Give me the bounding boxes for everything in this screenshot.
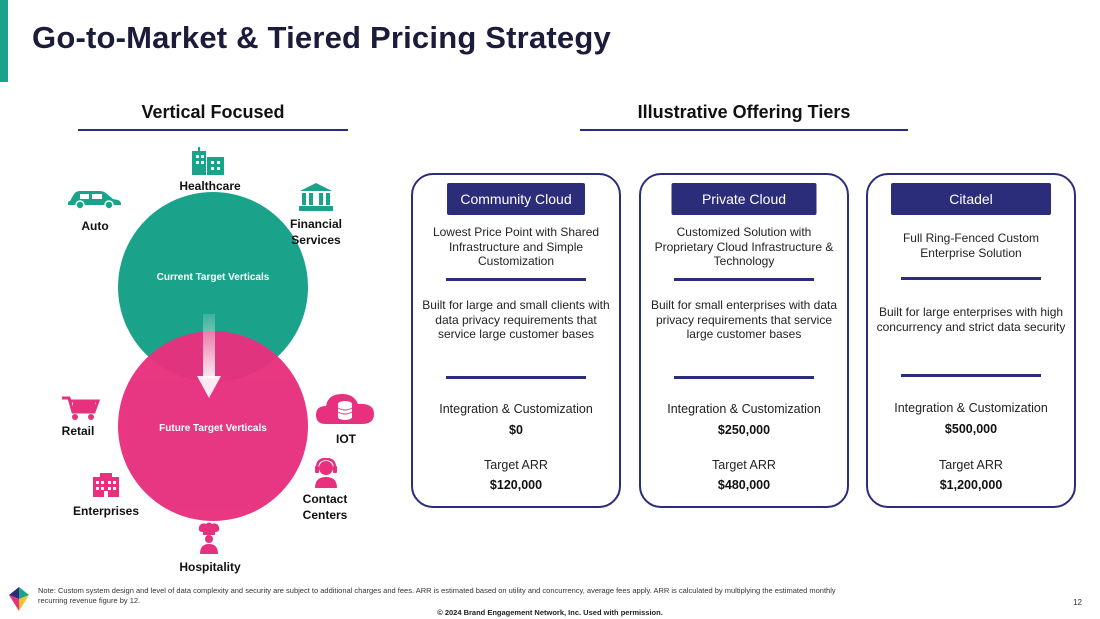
hospital-building-icon [192, 147, 224, 175]
tier-audience: Built for large and small clients with d… [422, 298, 610, 341]
page-number: 12 [1073, 598, 1082, 607]
tier-audience: Built for large enterprises with high co… [876, 305, 1066, 334]
retail-label: Retail [61, 424, 95, 438]
integration-price: $500,000 [944, 422, 998, 436]
tier-description: Customized Solution with Proprietary Clo… [654, 225, 834, 268]
enterprises-label: Enterprises [72, 504, 140, 518]
target-arr-value: $480,000 [717, 478, 771, 492]
integration-price: $250,000 [717, 423, 771, 437]
integration-price: $0 [509, 423, 523, 437]
financial-services-label: Financial Services [289, 217, 342, 247]
tier-card-private-cloud: Private Cloud Customized Solution with P… [639, 173, 849, 508]
headset-agent-icon [315, 458, 337, 488]
copyright: © 2024 Brand Engagement Network, Inc. Us… [437, 608, 663, 617]
chef-icon [198, 522, 220, 554]
tier-divider [446, 278, 586, 281]
page-title: Go-to-Market & Tiered Pricing Strategy [32, 20, 611, 55]
tier-tab-citadel: Citadel [891, 183, 1051, 215]
bank-icon [299, 183, 333, 211]
vertical-focused-rule [78, 129, 348, 131]
footnote: Note: Custom system design and level of … [38, 586, 836, 605]
current-verticals-label: Current Target Verticals [156, 271, 270, 283]
car-icon [68, 191, 121, 209]
tier-divider [674, 278, 814, 281]
tier-audience: Built for small enterprises with data pr… [650, 298, 838, 341]
auto-label: Auto [81, 219, 109, 233]
integration-label: Integration & Customization [667, 402, 821, 416]
shopping-cart-icon [62, 396, 100, 420]
tier-divider [901, 374, 1041, 377]
iot-label: IOT [336, 432, 356, 446]
hospitality-label: Hospitality [179, 560, 241, 574]
tier-card-citadel: Citadel Full Ring-Fenced Custom Enterpri… [866, 173, 1076, 508]
transition-arrow-icon [197, 314, 221, 398]
integration-label: Integration & Customization [894, 401, 1048, 415]
tier-divider [446, 376, 586, 379]
title-accent-bar [0, 0, 8, 82]
target-arr-label: Target ARR [939, 458, 1003, 472]
tier-tab-community-cloud: Community Cloud [447, 183, 585, 215]
offering-tiers-rule [580, 129, 908, 131]
target-arr-value: $1,200,000 [939, 478, 1003, 492]
cloud-database-icon [316, 394, 374, 424]
future-verticals-label: Future Target Verticals [159, 423, 267, 434]
tier-description: Lowest Price Point with Shared Infrastru… [432, 225, 600, 268]
target-arr-label: Target ARR [712, 458, 776, 472]
tier-tab-private-cloud: Private Cloud [671, 183, 817, 215]
target-arr-value: $120,000 [489, 478, 543, 492]
healthcare-label: Healthcare [179, 179, 241, 193]
tier-description: Full Ring-Fenced Custom Enterprise Solut… [902, 231, 1040, 260]
tier-divider [901, 277, 1041, 280]
tier-divider [674, 376, 814, 379]
integration-label: Integration & Customization [439, 402, 593, 416]
company-logo-icon [9, 587, 29, 611]
office-building-icon [93, 473, 119, 497]
vertical-focused-heading: Vertical Focused [141, 102, 285, 122]
tier-card-community-cloud: Community Cloud Lowest Price Point with … [411, 173, 621, 508]
offering-tiers-heading: Illustrative Offering Tiers [637, 102, 851, 122]
contact-centers-label: Contact Centers [302, 492, 348, 522]
target-arr-label: Target ARR [484, 458, 548, 472]
